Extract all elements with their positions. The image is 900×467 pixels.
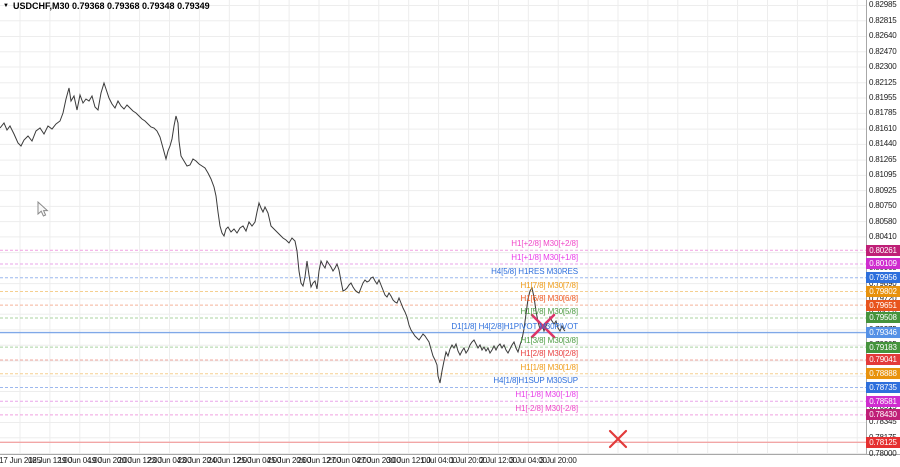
price-level-badge: 0.80261 [866,244,900,256]
murrey-level-label: H4[5/8] H1RES M30RES [491,266,578,276]
murrey-level-label: H1[5/8] M30[5/8] [520,306,578,316]
murrey-level-label: H1[1/8] M30[1/8] [520,362,578,372]
price-tick-label: 0.79720 [869,293,897,303]
price-level-badge: 0.80109 [866,258,900,270]
murrey-level-label: D1[1/8] H4[2/8]H1PIVOT M30PIVOT [451,321,578,331]
time-tick-label: 30 Jun 12:00 [386,456,431,465]
price-level-badge: 0.78888 [866,368,900,380]
price-level-badge: 0.79346 [866,327,900,339]
one-click-trading-expander-icon[interactable]: ▼ [3,2,9,9]
time-tick-label: 24 Jun 12:00 [207,456,252,465]
mouse-cursor [37,200,49,217]
time-tick-label: 18 Jun 12:00 [27,456,72,465]
price-tick-label: 0.81440 [869,139,897,149]
murrey-level-label: H4[1/8]H1SUP M30SUP [493,376,578,386]
murrey-level-label: H1[-1/8] M30[-1/8] [515,390,578,400]
murrey-level-label: H1[3/8] M30[3/8] [520,336,578,346]
price-tick-label: 0.81265 [869,155,897,165]
time-tick-label: 17 Jun 2025 [0,456,41,465]
price-tick-label: 0.81955 [869,93,897,103]
price-tick-label: 0.78345 [869,417,897,427]
price-level-badge: 0.78430 [866,409,900,421]
time-tick-label: 27 Jun 04:00 [326,456,371,465]
murrey-level-label: H1[2/8] M30[2/8] [520,348,578,358]
time-tick-label: 3 Jul 20:00 [539,456,577,465]
signal-x-mark[interactable] [530,313,556,339]
time-tick-label: 3 Jul 04:00 [509,456,547,465]
price-tick-label: 0.82470 [869,46,897,56]
time-tick-label: 1 Jul 20:00 [450,456,487,465]
murrey-level-label: H1[7/8] M30[7/8] [520,280,578,290]
time-tick-label: 27 Jun 20:00 [356,456,401,465]
symbol-ohlc-title: USDCHF,M30 0.79368 0.79368 0.79348 0.793… [12,1,210,11]
price-tick-label: 0.80750 [869,201,897,211]
price-trace-line [0,81,566,384]
signal-x-mark[interactable] [608,429,628,449]
time-tick-label: 25 Jun 20:00 [267,456,312,465]
price-tick-label: 0.81095 [869,170,897,180]
price-tick-label: 0.82985 [869,0,897,10]
murrey-level-label: H1[-2/8] M30[-2/8] [515,403,578,413]
murrey-level-label: H1[+1/8] M30[+1/8] [511,252,578,262]
murrey-level-label: H1[6/8] M30[6/8] [520,294,578,304]
price-level-badge: 0.79956 [866,272,900,284]
time-tick-label: 2 Jul 12:00 [479,456,517,465]
price-tick-label: 0.80925 [869,185,897,195]
time-tick-label: 1 Jul 04:00 [420,456,458,465]
price-level-badge: 0.79508 [866,312,900,324]
price-tick-label: 0.81610 [869,124,897,134]
time-tick-label: 25 Jun 04:00 [237,456,282,465]
price-tick-label: 0.80580 [869,216,897,226]
price-level-badge: 0.79802 [866,286,900,298]
price-level-badge: 0.79183 [866,341,900,353]
chart-title-bar: ▼ USDCHF,M30 0.79368 0.79368 0.79348 0.7… [3,1,210,11]
time-tick-label: 19 Jun 20:00 [87,456,132,465]
price-level-badge: 0.79041 [866,354,900,366]
time-tick-label: 23 Jun 04:00 [147,456,192,465]
time-tick-label: 20 Jun 12:00 [117,456,162,465]
price-tick-label: 0.82815 [869,15,897,25]
price-tick-label: 0.82125 [869,77,897,87]
murrey-level-label: H1[+2/8] M30[+2/8] [511,239,578,249]
time-tick-label: 19 Jun 04:00 [57,456,102,465]
price-tick-label: 0.78000 [869,448,897,458]
price-tick-label: 0.81785 [869,108,897,118]
price-level-badge: 0.78125 [866,436,900,448]
time-tick-label: 26 Jun 12:00 [297,456,341,465]
time-tick-label: 23 Jun 20:00 [177,456,222,465]
price-level-badge: 0.78581 [866,395,900,407]
price-level-badge: 0.78735 [866,381,900,393]
price-tick-label: 0.80410 [869,231,897,241]
price-tick-label: 0.82300 [869,62,897,72]
price-tick-label: 0.82640 [869,31,897,41]
price-level-badge: 0.79651 [866,299,900,311]
